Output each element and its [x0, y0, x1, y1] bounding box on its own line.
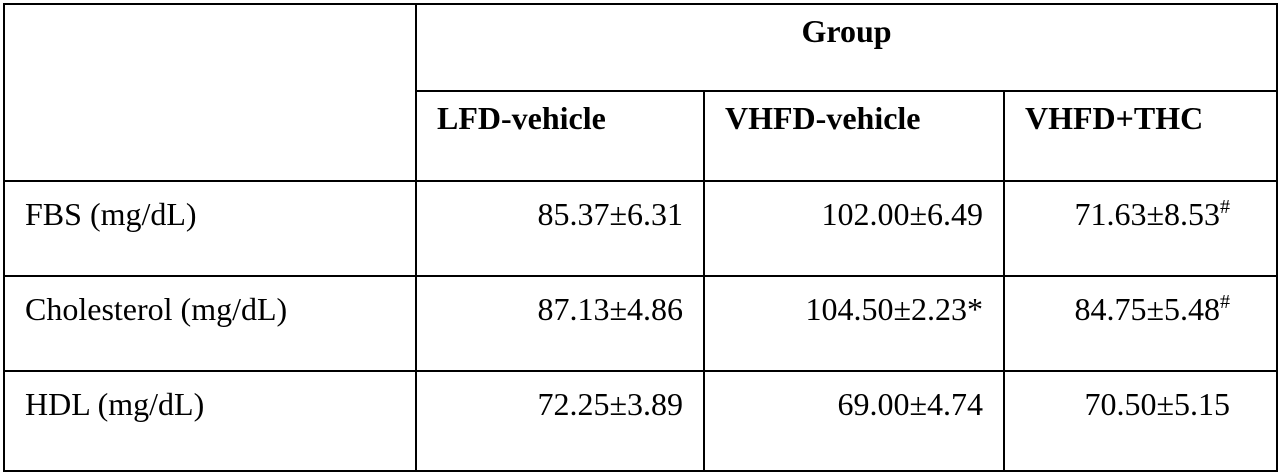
- significance-mark: #: [1220, 196, 1230, 218]
- value-text: 84.75±5.48: [1074, 291, 1220, 327]
- value-cell: 71.63±8.53#: [1003, 180, 1278, 277]
- column-header: VHFD-vehicle: [703, 90, 1005, 182]
- header-row: Group: [3, 3, 1278, 182]
- subheader-row: LFD-vehicle VHFD-vehicle VHFD+THC: [4, 90, 1278, 182]
- value-cell: 102.00±6.49: [703, 180, 1005, 277]
- value-cell: 85.37±6.31: [415, 180, 705, 277]
- column-header: LFD-vehicle: [415, 90, 705, 182]
- significance-mark: #: [1220, 291, 1230, 313]
- value-cell: 70.50±5.15: [1003, 370, 1278, 472]
- row-label: FBS (mg/dL): [3, 180, 417, 277]
- value-text: 71.63±8.53: [1074, 196, 1220, 232]
- data-row: Cholesterol (mg/dL) 87.13±4.86 104.50±2.23…: [3, 275, 1278, 372]
- table-body: Group LFD-vehicle VHFD-vehicle VHFD+THC FBS …: [3, 3, 1278, 472]
- value-cell: 104.50±2.23*: [703, 275, 1005, 372]
- value-text: 69.00±4.74: [837, 386, 983, 422]
- value-text: 72.25±3.89: [537, 386, 683, 422]
- data-table: Group LFD-vehicle VHFD-vehicle VHFD+THC FBS …: [3, 3, 1278, 472]
- value-text: 85.37±6.31: [537, 196, 683, 232]
- data-row: FBS (mg/dL) 85.37±6.31 102.00±6.49 71.63±8.…: [3, 180, 1278, 277]
- row-label: HDL (mg/dL): [3, 370, 417, 472]
- column-header: VHFD+THC: [1003, 90, 1278, 182]
- value-cell: 84.75±5.48#: [1003, 275, 1278, 372]
- value-cell: 69.00±4.74: [703, 370, 1005, 472]
- corner-cell: [3, 3, 417, 182]
- value-text: 102.00±6.49: [821, 196, 983, 232]
- row-label: Cholesterol (mg/dL): [3, 275, 417, 372]
- value-cell: 87.13±4.86: [415, 275, 705, 372]
- value-cell: 72.25±3.89: [415, 370, 705, 472]
- value-text: 104.50±2.23*: [805, 291, 983, 327]
- value-text: 87.13±4.86: [537, 291, 683, 327]
- group-header: Group: [415, 3, 1278, 92]
- data-row: HDL (mg/dL) 72.25±3.89 69.00±4.74 70.50±5.1…: [3, 370, 1278, 472]
- value-text: 70.50±5.15: [1084, 386, 1230, 422]
